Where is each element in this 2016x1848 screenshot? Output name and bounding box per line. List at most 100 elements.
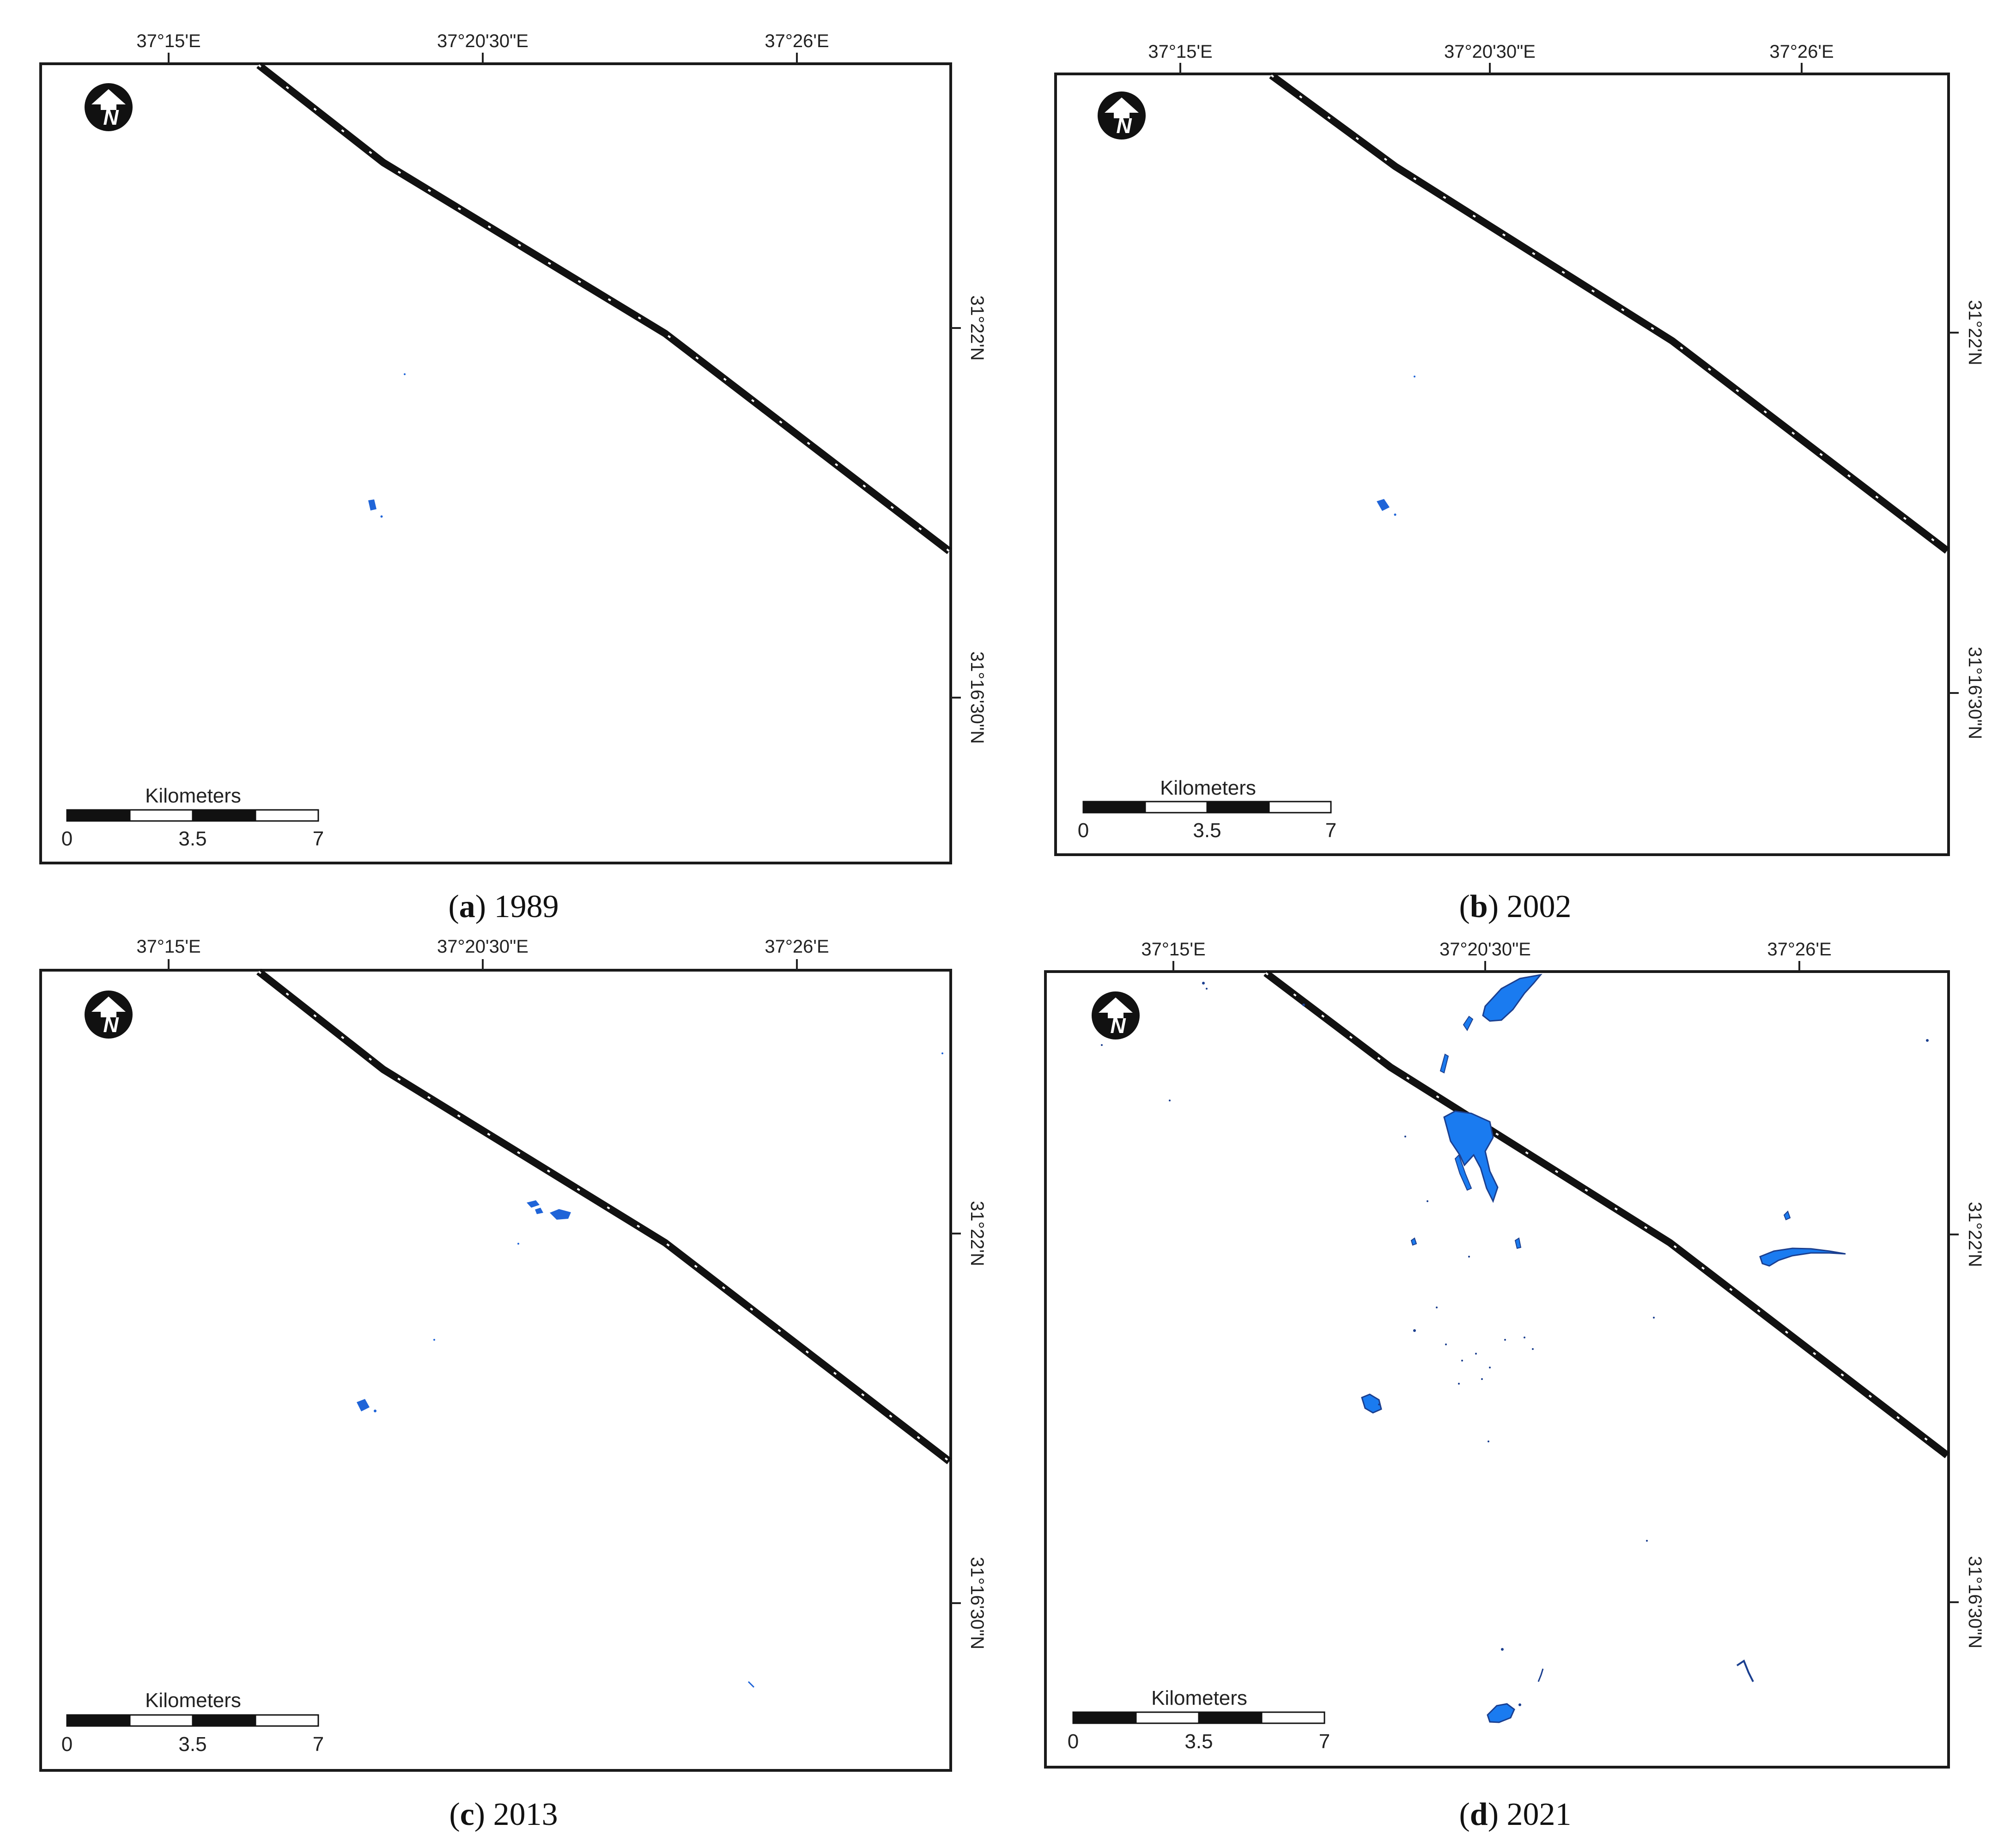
water-speck xyxy=(1489,1367,1491,1368)
scale-bar: Kilometers 0 3.5 7 xyxy=(1068,1687,1330,1753)
map-frame xyxy=(39,62,952,864)
scale-bar: Kilometers 0 3.5 7 xyxy=(1078,777,1336,842)
lon-label-2: 37°20'30"E xyxy=(1444,42,1536,62)
scale-tick-max: 7 xyxy=(313,1733,324,1756)
water-body xyxy=(1482,973,1542,1022)
water-speck xyxy=(1653,1317,1655,1319)
water-body xyxy=(1783,1210,1791,1221)
water-speck xyxy=(1468,1256,1470,1258)
road-line xyxy=(1263,970,1949,1459)
water-body xyxy=(1759,1247,1846,1267)
scale-tick-0: 0 xyxy=(61,827,73,850)
lon-label-1: 37°15'E xyxy=(1148,42,1212,62)
water-speck xyxy=(1169,1100,1171,1101)
road-line xyxy=(256,62,952,554)
scale-tick-mid: 3.5 xyxy=(1184,1730,1213,1753)
lat-label-2: 31°16'30"N xyxy=(967,651,987,744)
lat-label-1: 31°22'N xyxy=(967,1201,987,1266)
water-speck xyxy=(1481,1378,1483,1380)
map-frame xyxy=(1044,970,1950,1769)
water-speck xyxy=(404,373,406,375)
lon-label-1: 37°15'E xyxy=(1141,939,1205,960)
scale-tick-mid: 3.5 xyxy=(178,1733,206,1756)
lon-label-3: 37°26'E xyxy=(1769,42,1834,62)
water-speck xyxy=(1394,513,1397,516)
map-frame xyxy=(1054,73,1950,856)
lon-label-1: 37°15'E xyxy=(136,31,200,51)
water-body xyxy=(1443,1110,1499,1203)
water-body xyxy=(1514,1237,1522,1249)
water-body xyxy=(1410,1237,1417,1246)
water-speck xyxy=(517,1243,519,1245)
lon-label-2: 37°20'30"E xyxy=(1439,939,1531,960)
scale-title: Kilometers xyxy=(1151,1687,1247,1709)
north-letter: N xyxy=(103,105,119,129)
water-body xyxy=(1454,1154,1472,1191)
scale-tick-0: 0 xyxy=(1078,819,1089,842)
water-body xyxy=(535,1208,543,1214)
lon-label-3: 37°26'E xyxy=(765,936,829,957)
map-panel-a: 37°15'E 37°20'30"E 37°26'E 31°22'N 31°16… xyxy=(39,31,987,924)
water-speck xyxy=(1414,376,1415,377)
water-body xyxy=(527,1200,540,1208)
water-speck xyxy=(1302,1003,1305,1006)
map-panel-d: 37°15'E 37°20'30"E 37°26'E 31°22'N 31°16… xyxy=(1044,939,1985,1832)
water-speck xyxy=(1488,1441,1489,1442)
scale-tick-mid: 3.5 xyxy=(1193,819,1221,842)
water-speck xyxy=(1445,1343,1447,1345)
water-speck xyxy=(747,1681,755,1688)
water-speck xyxy=(1926,1039,1929,1042)
scale-bar: Kilometers 0 3.5 7 xyxy=(61,1689,324,1756)
map-panel-b: 37°15'E 37°20'30"E 37°26'E 31°22'N 31°16… xyxy=(1054,42,1985,924)
water-speck xyxy=(1427,1200,1428,1202)
panel-caption: (d) 2021 xyxy=(1459,1797,1571,1832)
water-speck xyxy=(1524,1337,1525,1338)
road-dashes xyxy=(1270,74,1948,552)
water-speck xyxy=(1518,1703,1521,1706)
north-letter: N xyxy=(103,1013,119,1037)
scale-tick-0: 0 xyxy=(1068,1730,1079,1753)
north-letter: N xyxy=(1116,114,1132,138)
water-speck xyxy=(1101,1044,1103,1046)
water-body xyxy=(1487,1703,1515,1723)
water-speck xyxy=(380,515,383,518)
water-speck xyxy=(941,1052,943,1054)
water-body xyxy=(1736,1659,1754,1682)
lat-label-1: 31°22'N xyxy=(967,295,987,361)
lat-label-2: 31°16'30"N xyxy=(1965,647,1985,739)
water-speck xyxy=(433,1339,435,1341)
panel-caption: (b) 2002 xyxy=(1459,889,1571,924)
water-body xyxy=(368,499,376,511)
water-body xyxy=(1463,1015,1474,1031)
lat-label-1: 31°22'N xyxy=(1965,300,1985,365)
lon-label-2: 37°20'30"E xyxy=(437,31,528,51)
water-body xyxy=(550,1209,571,1220)
lon-label-3: 37°26'E xyxy=(1767,939,1831,960)
north-letter: N xyxy=(1110,1014,1126,1038)
water-body xyxy=(1377,499,1390,511)
water-speck xyxy=(1404,1136,1406,1137)
water-speck xyxy=(1458,1383,1460,1385)
water-body xyxy=(1439,1053,1449,1074)
scale-title: Kilometers xyxy=(145,784,241,807)
scale-bar: Kilometers 0 3.5 7 xyxy=(61,784,324,850)
scale-tick-max: 7 xyxy=(1325,819,1336,842)
water-speck xyxy=(1475,1353,1477,1355)
lon-label-3: 37°26'E xyxy=(765,31,829,51)
water-speck xyxy=(1461,1360,1463,1362)
scale-tick-max: 7 xyxy=(1319,1730,1330,1753)
road-dashes xyxy=(258,971,950,1462)
water-speck xyxy=(1202,982,1205,985)
water-speck xyxy=(1378,1404,1380,1405)
water-speck xyxy=(1501,1648,1504,1651)
water-speck xyxy=(374,1410,376,1412)
scale-tick-0: 0 xyxy=(61,1733,73,1756)
lon-label-2: 37°20'30"E xyxy=(437,936,528,957)
north-arrow: N xyxy=(1098,91,1146,140)
scale-title: Kilometers xyxy=(145,1689,241,1712)
north-arrow: N xyxy=(85,991,133,1039)
water-speck xyxy=(1413,1329,1416,1332)
north-arrow: N xyxy=(1092,991,1140,1040)
lat-label-1: 31°22'N xyxy=(1965,1202,1985,1267)
